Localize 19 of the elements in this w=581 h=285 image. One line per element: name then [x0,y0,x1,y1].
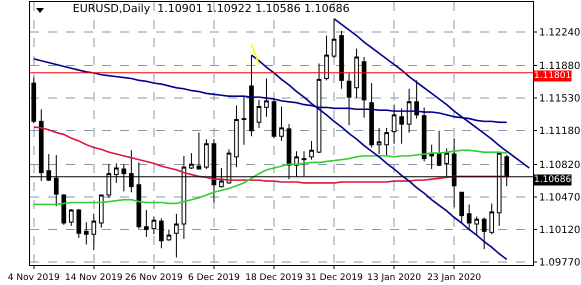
x-tick-label: 13 Jan 2020 [367,272,422,283]
x-tick-label: 14 Nov 2019 [64,272,123,283]
x-tick-label: 6 Dec 2019 [188,272,240,283]
y-tick-label: 1.10120 [539,225,580,236]
y-tick-label: 1.11180 [539,126,580,138]
y-tick-label: 1.09770 [539,258,580,269]
y-tick-label: 1.10820 [539,160,580,171]
ref-line-label: 1.11801 [534,71,572,81]
y-tick-label: 1.11880 [539,60,580,72]
chart-title: EURUSD,Daily 1.10901 1.10922 1.10586 1.10686 [72,2,350,15]
x-tick-label: 31 Dec 2019 [305,272,364,283]
y-tick-label: 1.10470 [539,192,580,204]
y-tick-label: 1.12240 [539,27,580,38]
ref-line-label: 1.10686 [534,175,572,185]
y-tick-label: 1.11530 [539,94,580,105]
x-tick-label: 4 Nov 2019 [8,272,60,283]
x-tick-label: 26 Nov 2019 [125,272,183,283]
x-tick-label: 18 Dec 2019 [245,272,304,283]
x-tick-label: 23 Jan 2020 [427,272,482,283]
